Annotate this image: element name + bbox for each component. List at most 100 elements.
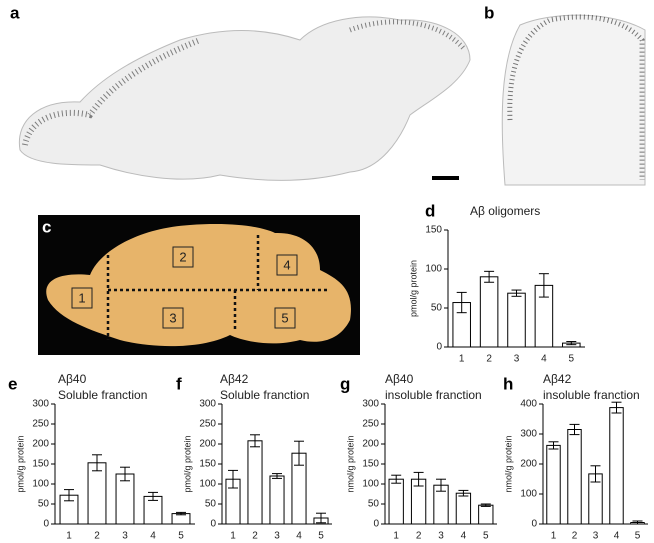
panel-letter: e: [8, 374, 17, 393]
y-tick-label: 0: [373, 519, 379, 530]
y-tick-label: 200: [32, 439, 49, 450]
panel-letter: d: [425, 201, 435, 220]
y-tick-label: 250: [362, 419, 379, 430]
y-tick-label: 150: [425, 225, 442, 236]
bar: [247, 440, 263, 525]
chart-subtitle: Soluble franction: [220, 388, 309, 402]
y-tick-label: 0: [43, 519, 49, 530]
x-tick-label: 1: [66, 531, 72, 542]
panel-letter: c: [42, 217, 51, 236]
y-tick-label: 300: [520, 429, 537, 440]
bar: [269, 475, 285, 525]
y-tick-label: 100: [362, 479, 379, 490]
x-tick-label: 3: [514, 354, 520, 365]
bar: [609, 407, 624, 525]
panel-letter: b: [484, 3, 494, 22]
x-tick-label: 3: [274, 531, 280, 542]
chart-title: Aβ42: [220, 372, 249, 386]
bar: [479, 276, 499, 348]
chart-title: Aβ oligomers: [470, 204, 540, 218]
bar: [87, 462, 107, 525]
y-tick-label: 400: [520, 399, 537, 410]
panel-letter: g: [340, 374, 350, 393]
y-axis-label: pmol/g protein: [15, 435, 25, 492]
x-tick-label: 1: [551, 531, 557, 542]
y-tick-label: 0: [436, 342, 442, 353]
y-tick-label: 250: [199, 419, 216, 430]
region-label: 1: [78, 290, 85, 305]
region-box: [276, 254, 298, 276]
region-box: [71, 287, 93, 309]
x-tick-label: 5: [178, 531, 184, 542]
x-tick-label: 3: [438, 531, 444, 542]
bar: [115, 473, 135, 525]
region-label: 3: [169, 310, 176, 325]
chart-title: Aβ42: [543, 372, 572, 386]
x-tick-label: 5: [635, 531, 641, 542]
y-axis-label: pmol/g protein: [408, 260, 418, 317]
y-tick-label: 50: [431, 303, 443, 314]
x-tick-label: 2: [94, 531, 100, 542]
y-tick-label: 300: [199, 399, 216, 410]
bar: [567, 429, 582, 525]
panel-letter: a: [10, 3, 20, 22]
bar: [507, 292, 526, 348]
x-tick-label: 5: [569, 354, 575, 365]
x-tick-label: 4: [150, 531, 156, 542]
region-label: 4: [283, 257, 290, 272]
y-tick-label: 100: [199, 479, 216, 490]
x-tick-label: 4: [461, 531, 467, 542]
x-tick-label: 2: [252, 531, 258, 542]
y-tick-label: 150: [362, 459, 379, 470]
chart-title: Aβ40: [385, 372, 414, 386]
y-tick-label: 200: [520, 459, 537, 470]
x-tick-label: 2: [572, 531, 578, 542]
x-tick-label: 3: [122, 531, 128, 542]
y-tick-label: 50: [38, 499, 50, 510]
x-tick-label: 3: [593, 531, 599, 542]
region-box: [274, 307, 296, 329]
x-tick-label: 1: [230, 531, 236, 542]
bar: [455, 492, 472, 525]
bar: [546, 444, 561, 525]
panel-a-image: [18, 16, 471, 181]
panel-letter: h: [503, 374, 513, 393]
bar: [478, 504, 494, 525]
x-tick-label: 5: [318, 531, 324, 542]
chart-subtitle: Soluble franction: [58, 388, 147, 402]
y-tick-label: 300: [32, 399, 49, 410]
y-tick-label: 100: [520, 489, 537, 500]
y-tick-label: 300: [362, 399, 379, 410]
x-tick-label: 4: [614, 531, 620, 542]
y-tick-label: 100: [32, 479, 49, 490]
panel-letter: f: [176, 374, 182, 393]
x-tick-label: 5: [483, 531, 489, 542]
x-tick-label: 1: [459, 354, 465, 365]
y-tick-label: 200: [199, 439, 216, 450]
chart-title: Aβ40: [58, 372, 87, 386]
region-label: 2: [179, 249, 186, 264]
bar: [388, 478, 404, 525]
y-tick-label: 200: [362, 439, 379, 450]
y-tick-label: 0: [210, 519, 216, 530]
x-tick-label: 4: [541, 354, 547, 365]
y-tick-label: 50: [368, 499, 380, 510]
y-tick-label: 100: [425, 264, 442, 275]
x-tick-label: 2: [486, 354, 492, 365]
x-tick-label: 1: [393, 531, 399, 542]
chart-subtitle: insoluble franction: [543, 388, 640, 402]
y-tick-label: 150: [199, 459, 216, 470]
panel-b-image: [501, 14, 646, 186]
y-tick-label: 50: [205, 499, 217, 510]
panel-c-image: [38, 215, 360, 355]
y-tick-label: 0: [531, 519, 537, 530]
y-axis-label: nmol/g protein: [345, 435, 355, 492]
region-box: [162, 307, 184, 329]
y-axis-label: nmol/g protein: [503, 435, 513, 492]
y-axis-label: pmol/g protein: [182, 435, 192, 492]
chart-subtitle: insoluble franction: [385, 388, 482, 402]
region-label: 5: [281, 310, 288, 325]
y-tick-label: 150: [32, 459, 49, 470]
region-box: [172, 246, 194, 268]
